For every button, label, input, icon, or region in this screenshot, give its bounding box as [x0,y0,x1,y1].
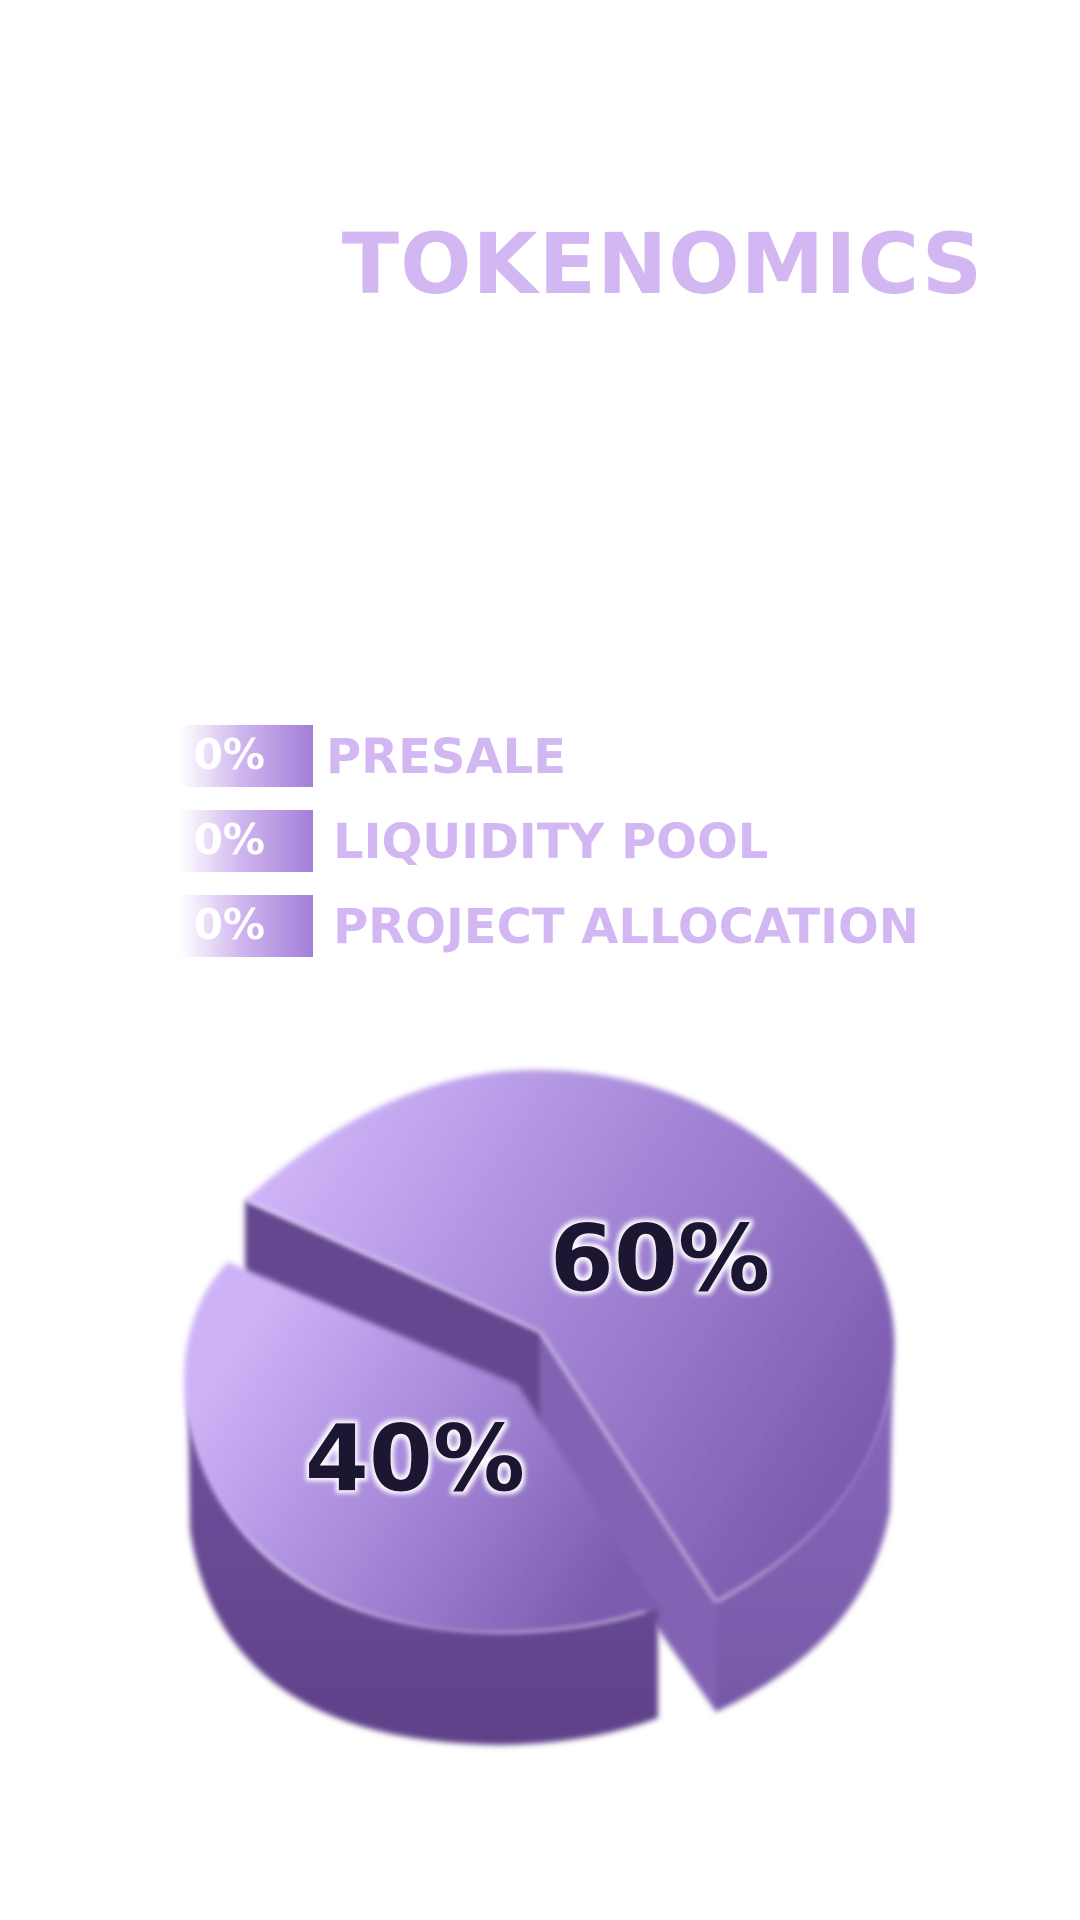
legend-bar: 0% [180,725,313,787]
legend-item-liquidity-pool: 0% LIQUIDITY POOL [0,810,1080,872]
legend-label: PROJECT ALLOCATION [333,899,919,955]
legend-label: PRESALE [326,729,567,785]
pie-slice-60 [245,1069,895,1602]
pie-label-60: 60% [550,1205,770,1312]
page-title: TOKENOMICS [341,215,984,313]
legend-value: 0% [193,815,265,864]
legend-item-project-allocation: 0% PROJECT ALLOCATION [0,895,1080,957]
legend-bar: 0% [180,895,313,957]
legend-value: 0% [193,730,265,779]
pie-slice-40 [183,1262,658,1634]
pie-slice-40-side [188,1395,658,1745]
pie-label-40: 40% [305,1405,525,1512]
legend-label: LIQUIDITY POOL [333,814,769,870]
legend-bar: 0% [180,810,313,872]
legend-value: 0% [193,900,265,949]
legend-item-presale: 0% PRESALE [0,725,1080,787]
